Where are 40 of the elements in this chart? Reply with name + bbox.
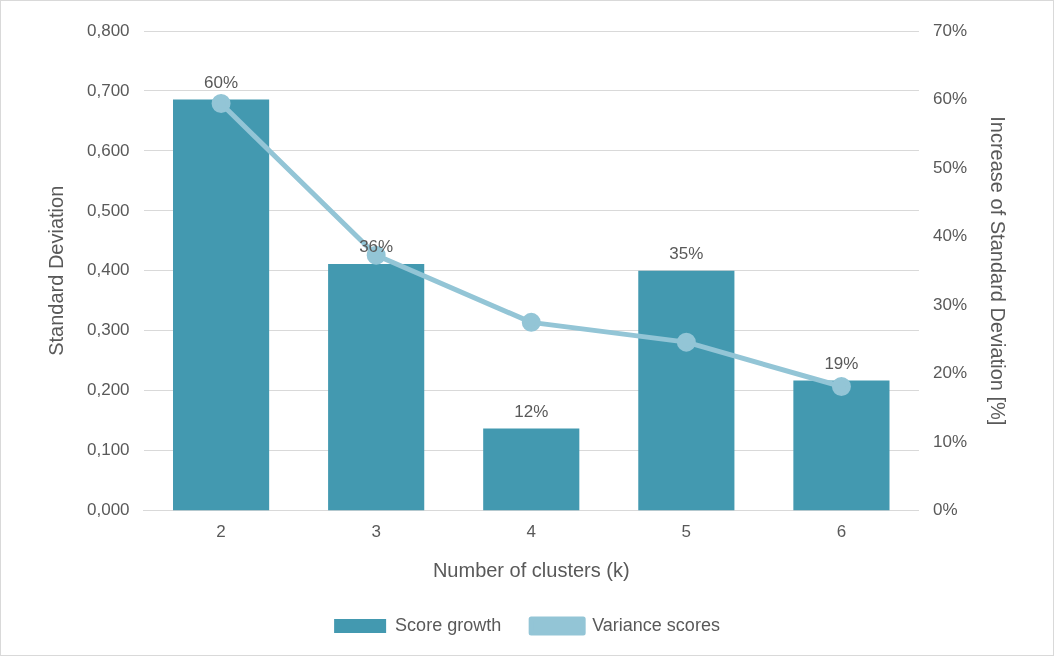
y2-axis-title: Increase of Standard Deviation [%] — [987, 116, 1010, 426]
y-axis-title: Standard Deviation — [44, 185, 67, 356]
x-axis-title: Number of clusters (k) — [432, 558, 630, 581]
y-tick-label: 0,200 — [86, 380, 130, 400]
y2-tick-label: 20% — [932, 363, 968, 383]
data-label: 12% — [514, 401, 549, 421]
legend-label: Variance scores — [592, 614, 720, 635]
y2-tick-label: 0% — [932, 500, 958, 520]
y-tick-label: 0,100 — [86, 440, 130, 460]
bar — [328, 263, 425, 511]
bar — [793, 380, 890, 511]
y-tick-label: 0,400 — [86, 260, 130, 280]
y-tick-label: 0,600 — [86, 140, 130, 160]
x-tick-label: 5 — [681, 522, 692, 542]
bar — [638, 270, 735, 511]
y-tick-label: 0,500 — [86, 200, 130, 220]
point — [211, 94, 231, 114]
data-label: 60% — [204, 72, 239, 92]
point — [521, 312, 541, 332]
y2-tick-label: 70% — [932, 20, 968, 40]
point — [676, 332, 696, 352]
bar — [483, 428, 580, 511]
x-tick-label: 6 — [836, 522, 847, 542]
y2-tick-label: 50% — [932, 157, 968, 177]
y2-tick-label: 40% — [932, 226, 968, 246]
point — [831, 377, 851, 396]
y-tick-label: 0,800 — [86, 20, 130, 40]
bar — [173, 99, 270, 511]
y2-tick-label: 10% — [932, 431, 968, 451]
x-tick-label: 4 — [526, 522, 536, 542]
y-tick-label: 0,000 — [86, 500, 130, 520]
y-tick-label: 0,300 — [86, 320, 130, 340]
legend-label: Score growth — [395, 614, 502, 635]
y2-tick-label: 30% — [932, 294, 968, 314]
data-label: 19% — [824, 353, 859, 373]
x-tick-label: 2 — [216, 522, 226, 542]
y-tick-label: 0,700 — [86, 80, 130, 100]
data-label: 35% — [669, 243, 704, 263]
x-tick-label: 3 — [371, 522, 381, 542]
y2-tick-label: 60% — [932, 89, 968, 109]
